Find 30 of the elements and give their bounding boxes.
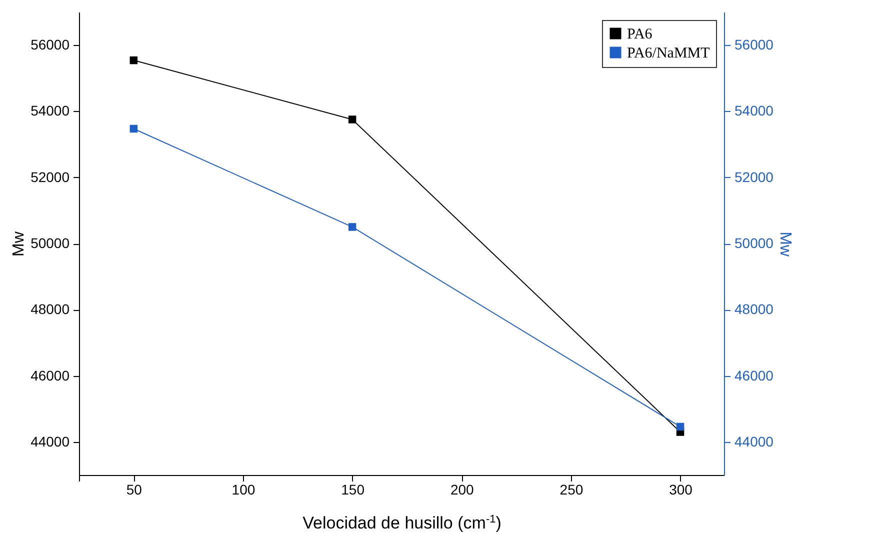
legend-label: PA6/NaMMT	[627, 46, 710, 62]
y2-tick-label: 52000	[734, 168, 774, 185]
y2-tick-label: 46000	[734, 367, 774, 384]
x-axis-title: Velocidad de husillo (cm$^{-1}$)	[302, 514, 502, 532]
x-tick-label: 150	[341, 482, 365, 498]
y2-tick-label: 50000	[734, 235, 774, 251]
y-axis-title: Mw	[10, 231, 28, 256]
y-tick-label: 46000	[30, 367, 70, 384]
x-tick-label: 50	[126, 482, 142, 498]
point	[348, 116, 356, 124]
x-tick-label: 300	[669, 482, 693, 498]
y2-tick-label: 54000	[734, 102, 774, 119]
y-tick-label: 56000	[30, 36, 70, 53]
legend-label: PA6	[627, 26, 653, 42]
y-tick-label: 48000	[30, 301, 70, 318]
point	[348, 223, 356, 231]
y2-tick-label: 48000	[734, 301, 774, 318]
point	[130, 124, 138, 133]
y-tick-label: 44000	[30, 433, 70, 450]
y2-tick-label: 44000	[734, 433, 774, 450]
y2-tick-label: 56000	[734, 36, 774, 53]
y2-axis-title: Mw	[776, 232, 794, 257]
point	[130, 56, 138, 64]
y-tick-label: 50000	[30, 235, 70, 251]
point	[676, 422, 684, 431]
x-tick-label: 200	[450, 482, 474, 498]
y-tick-label: 54000	[30, 102, 70, 119]
x-tick-label: 250	[560, 482, 584, 498]
x-tick-label: 100	[232, 482, 256, 498]
y-tick-label: 52000	[30, 168, 70, 185]
